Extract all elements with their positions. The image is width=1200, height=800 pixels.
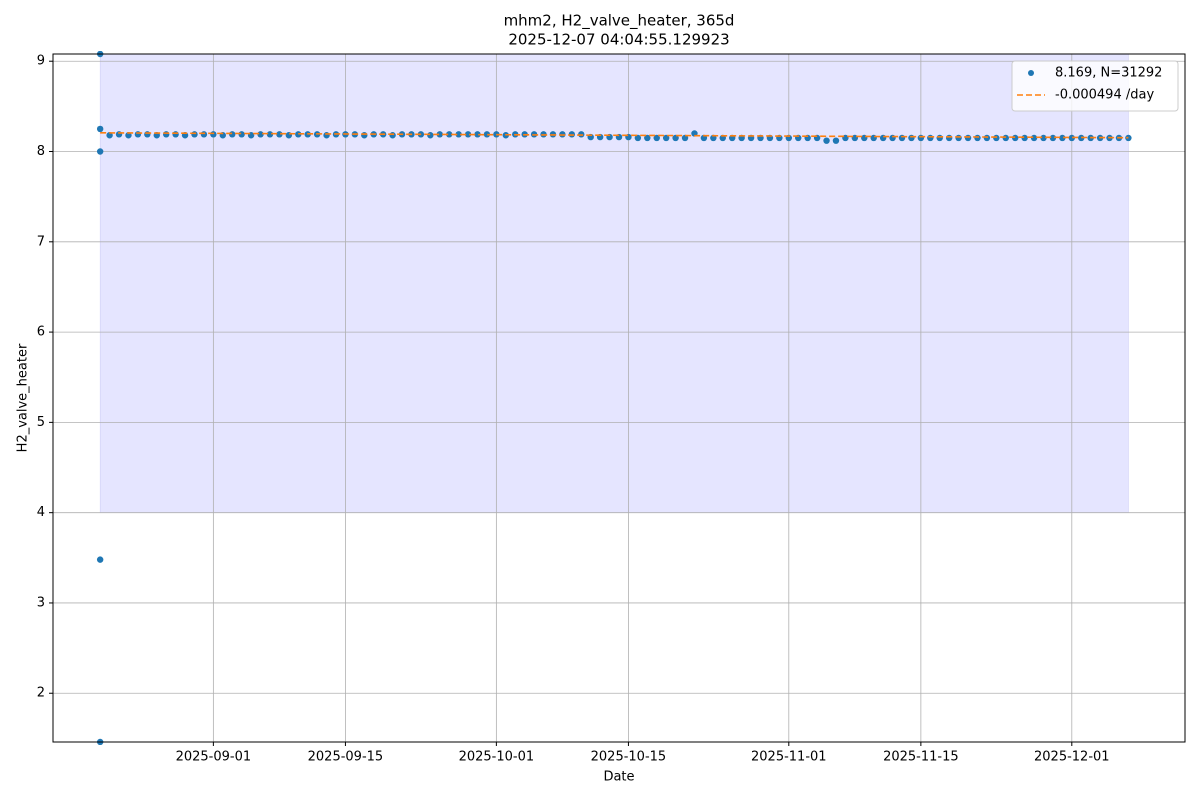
point xyxy=(464,131,472,138)
x-tick-label: 2025-09-15 xyxy=(308,750,384,765)
point xyxy=(96,556,104,563)
point xyxy=(917,134,925,142)
chart-subtitle: 2025-12-07 04:04:55.129923 xyxy=(508,31,729,49)
plot-area xyxy=(96,51,1132,745)
point xyxy=(823,137,830,144)
point xyxy=(945,134,953,142)
trend-line xyxy=(100,132,1129,139)
legend-label: 8.169, N=31292 xyxy=(1055,66,1162,81)
point xyxy=(964,134,972,142)
point xyxy=(266,131,274,138)
x-tick-label: 2025-09-01 xyxy=(176,750,252,765)
point xyxy=(474,131,481,138)
y-tick-label: 8 xyxy=(37,144,45,159)
point xyxy=(389,132,396,139)
point xyxy=(936,134,943,142)
legend-marker xyxy=(1028,70,1034,76)
y-tick-label: 5 xyxy=(37,415,45,430)
point xyxy=(483,131,491,138)
legend-label: -0.000494 /day xyxy=(1055,88,1154,103)
point xyxy=(634,134,642,142)
point xyxy=(134,131,142,138)
point xyxy=(144,131,151,138)
point xyxy=(1030,134,1038,142)
y-axis-label: H2_valve_heater xyxy=(16,343,31,452)
x-tick-label: 2025-10-15 xyxy=(591,750,667,765)
point xyxy=(662,134,670,142)
axes-frame xyxy=(52,53,1186,743)
point xyxy=(276,131,283,138)
point xyxy=(436,131,443,138)
point xyxy=(653,134,660,142)
point xyxy=(229,131,236,138)
point xyxy=(455,131,462,138)
point xyxy=(257,131,264,138)
point xyxy=(1068,134,1076,142)
point xyxy=(993,134,1000,142)
point xyxy=(361,132,368,139)
point xyxy=(446,131,453,138)
point xyxy=(96,148,104,155)
point xyxy=(191,131,198,138)
point xyxy=(172,131,179,138)
point xyxy=(1040,134,1047,142)
point xyxy=(163,131,170,138)
x-tick-label: 2025-11-15 xyxy=(883,750,959,765)
point xyxy=(672,134,679,142)
y-tick-label: 7 xyxy=(37,234,45,249)
point xyxy=(908,134,915,142)
point xyxy=(644,134,651,142)
point xyxy=(238,131,245,138)
point xyxy=(974,134,981,142)
point xyxy=(889,134,896,142)
point xyxy=(832,137,840,144)
point xyxy=(200,131,208,138)
point xyxy=(983,134,991,142)
y-tick-label: 6 xyxy=(37,325,45,340)
point xyxy=(427,132,434,139)
point xyxy=(927,134,934,142)
y-tick-label: 3 xyxy=(37,595,45,610)
point xyxy=(96,125,104,133)
x-axis-label: Date xyxy=(603,770,634,785)
point xyxy=(1002,134,1009,142)
point xyxy=(1059,134,1066,142)
shaded-region xyxy=(99,53,1129,513)
point xyxy=(898,134,906,142)
y-tick-label: 9 xyxy=(37,54,45,69)
point xyxy=(879,134,887,142)
chart-title: mhm2, H2_valve_heater, 365d xyxy=(504,12,735,31)
point xyxy=(1125,134,1132,142)
point xyxy=(1049,134,1057,142)
point xyxy=(955,134,962,142)
point xyxy=(1012,134,1019,142)
point xyxy=(1021,134,1028,142)
x-tick-label: 2025-11-01 xyxy=(751,750,827,765)
x-tick-label: 2025-12-01 xyxy=(1034,750,1110,765)
y-tick-label: 2 xyxy=(37,686,45,701)
point xyxy=(210,131,217,138)
y-tick-label: 4 xyxy=(37,505,45,520)
point xyxy=(323,132,330,139)
legend-box xyxy=(1011,60,1179,112)
x-tick-label: 2025-10-01 xyxy=(459,750,535,765)
